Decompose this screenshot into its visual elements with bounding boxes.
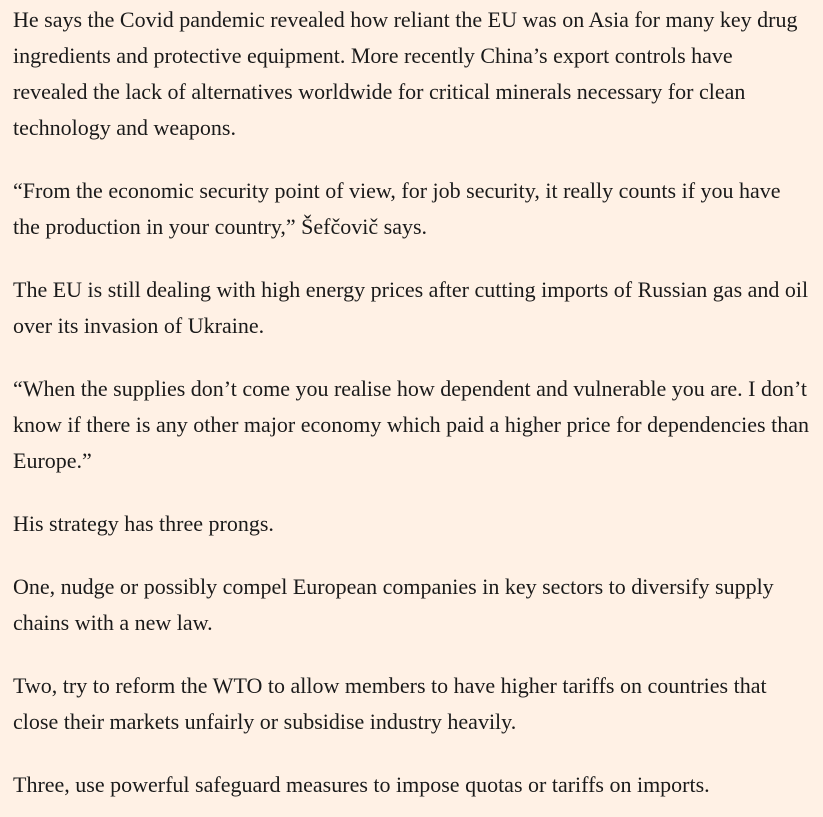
paragraph: “From the economic security point of vie… <box>13 178 781 239</box>
paragraph: “When the supplies don’t come you realis… <box>13 376 809 473</box>
paragraph: Two, try to reform the WTO to allow memb… <box>13 673 767 734</box>
paragraph: His strategy has three prongs. <box>13 511 274 536</box>
paragraph: The EU is still dealing with high energy… <box>13 277 809 338</box>
paragraph: He says the Covid pandemic revealed how … <box>13 7 798 140</box>
paragraph: One, nudge or possibly compel European c… <box>13 574 774 635</box>
paragraph: Three, use powerful safeguard measures t… <box>13 772 710 797</box>
